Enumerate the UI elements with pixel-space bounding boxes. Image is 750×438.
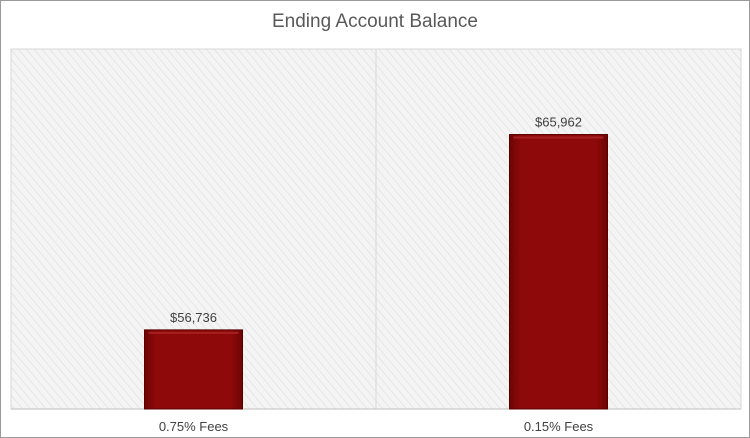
data-label: $65,962 [535,115,582,130]
bar [144,329,243,410]
x-tick-label: 0.15% Fees [524,419,594,434]
data-label: $56,736 [170,310,217,325]
chart-title: Ending Account Balance [272,11,478,32]
bar [509,134,608,410]
x-tick-label: 0.75% Fees [159,419,229,434]
